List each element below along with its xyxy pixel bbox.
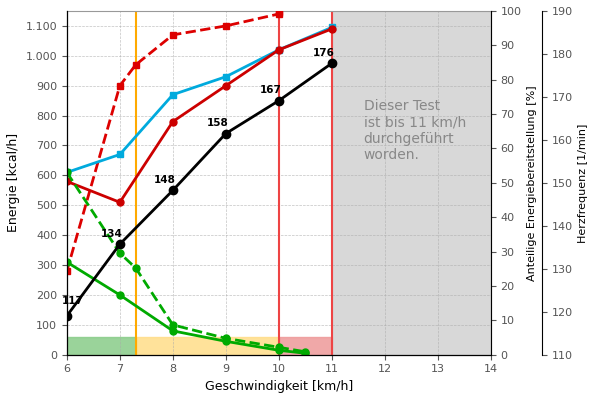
Text: 158: 158	[207, 118, 229, 128]
Text: 134: 134	[101, 229, 123, 239]
Text: 117: 117	[62, 296, 83, 306]
Text: Dieser Test
ist bis 11 km/h
durchgeführt
worden.: Dieser Test ist bis 11 km/h durchgeführt…	[364, 99, 466, 162]
Text: 148: 148	[154, 175, 176, 185]
Bar	[67, 337, 136, 355]
Bar	[136, 337, 279, 355]
Bar	[332, 11, 491, 355]
Text: 176: 176	[313, 48, 335, 58]
Y-axis label: Herzfrequenz [1/min]: Herzfrequenz [1/min]	[578, 123, 588, 242]
X-axis label: Geschwindigkeit [km/h]: Geschwindigkeit [km/h]	[205, 380, 353, 393]
Y-axis label: Anteilige Energiebereitstellung [%]: Anteilige Energiebereitstellung [%]	[527, 85, 537, 281]
Y-axis label: Energie [kcal/h]: Energie [kcal/h]	[7, 133, 20, 232]
Bar	[279, 337, 332, 355]
Text: 167: 167	[260, 85, 282, 95]
